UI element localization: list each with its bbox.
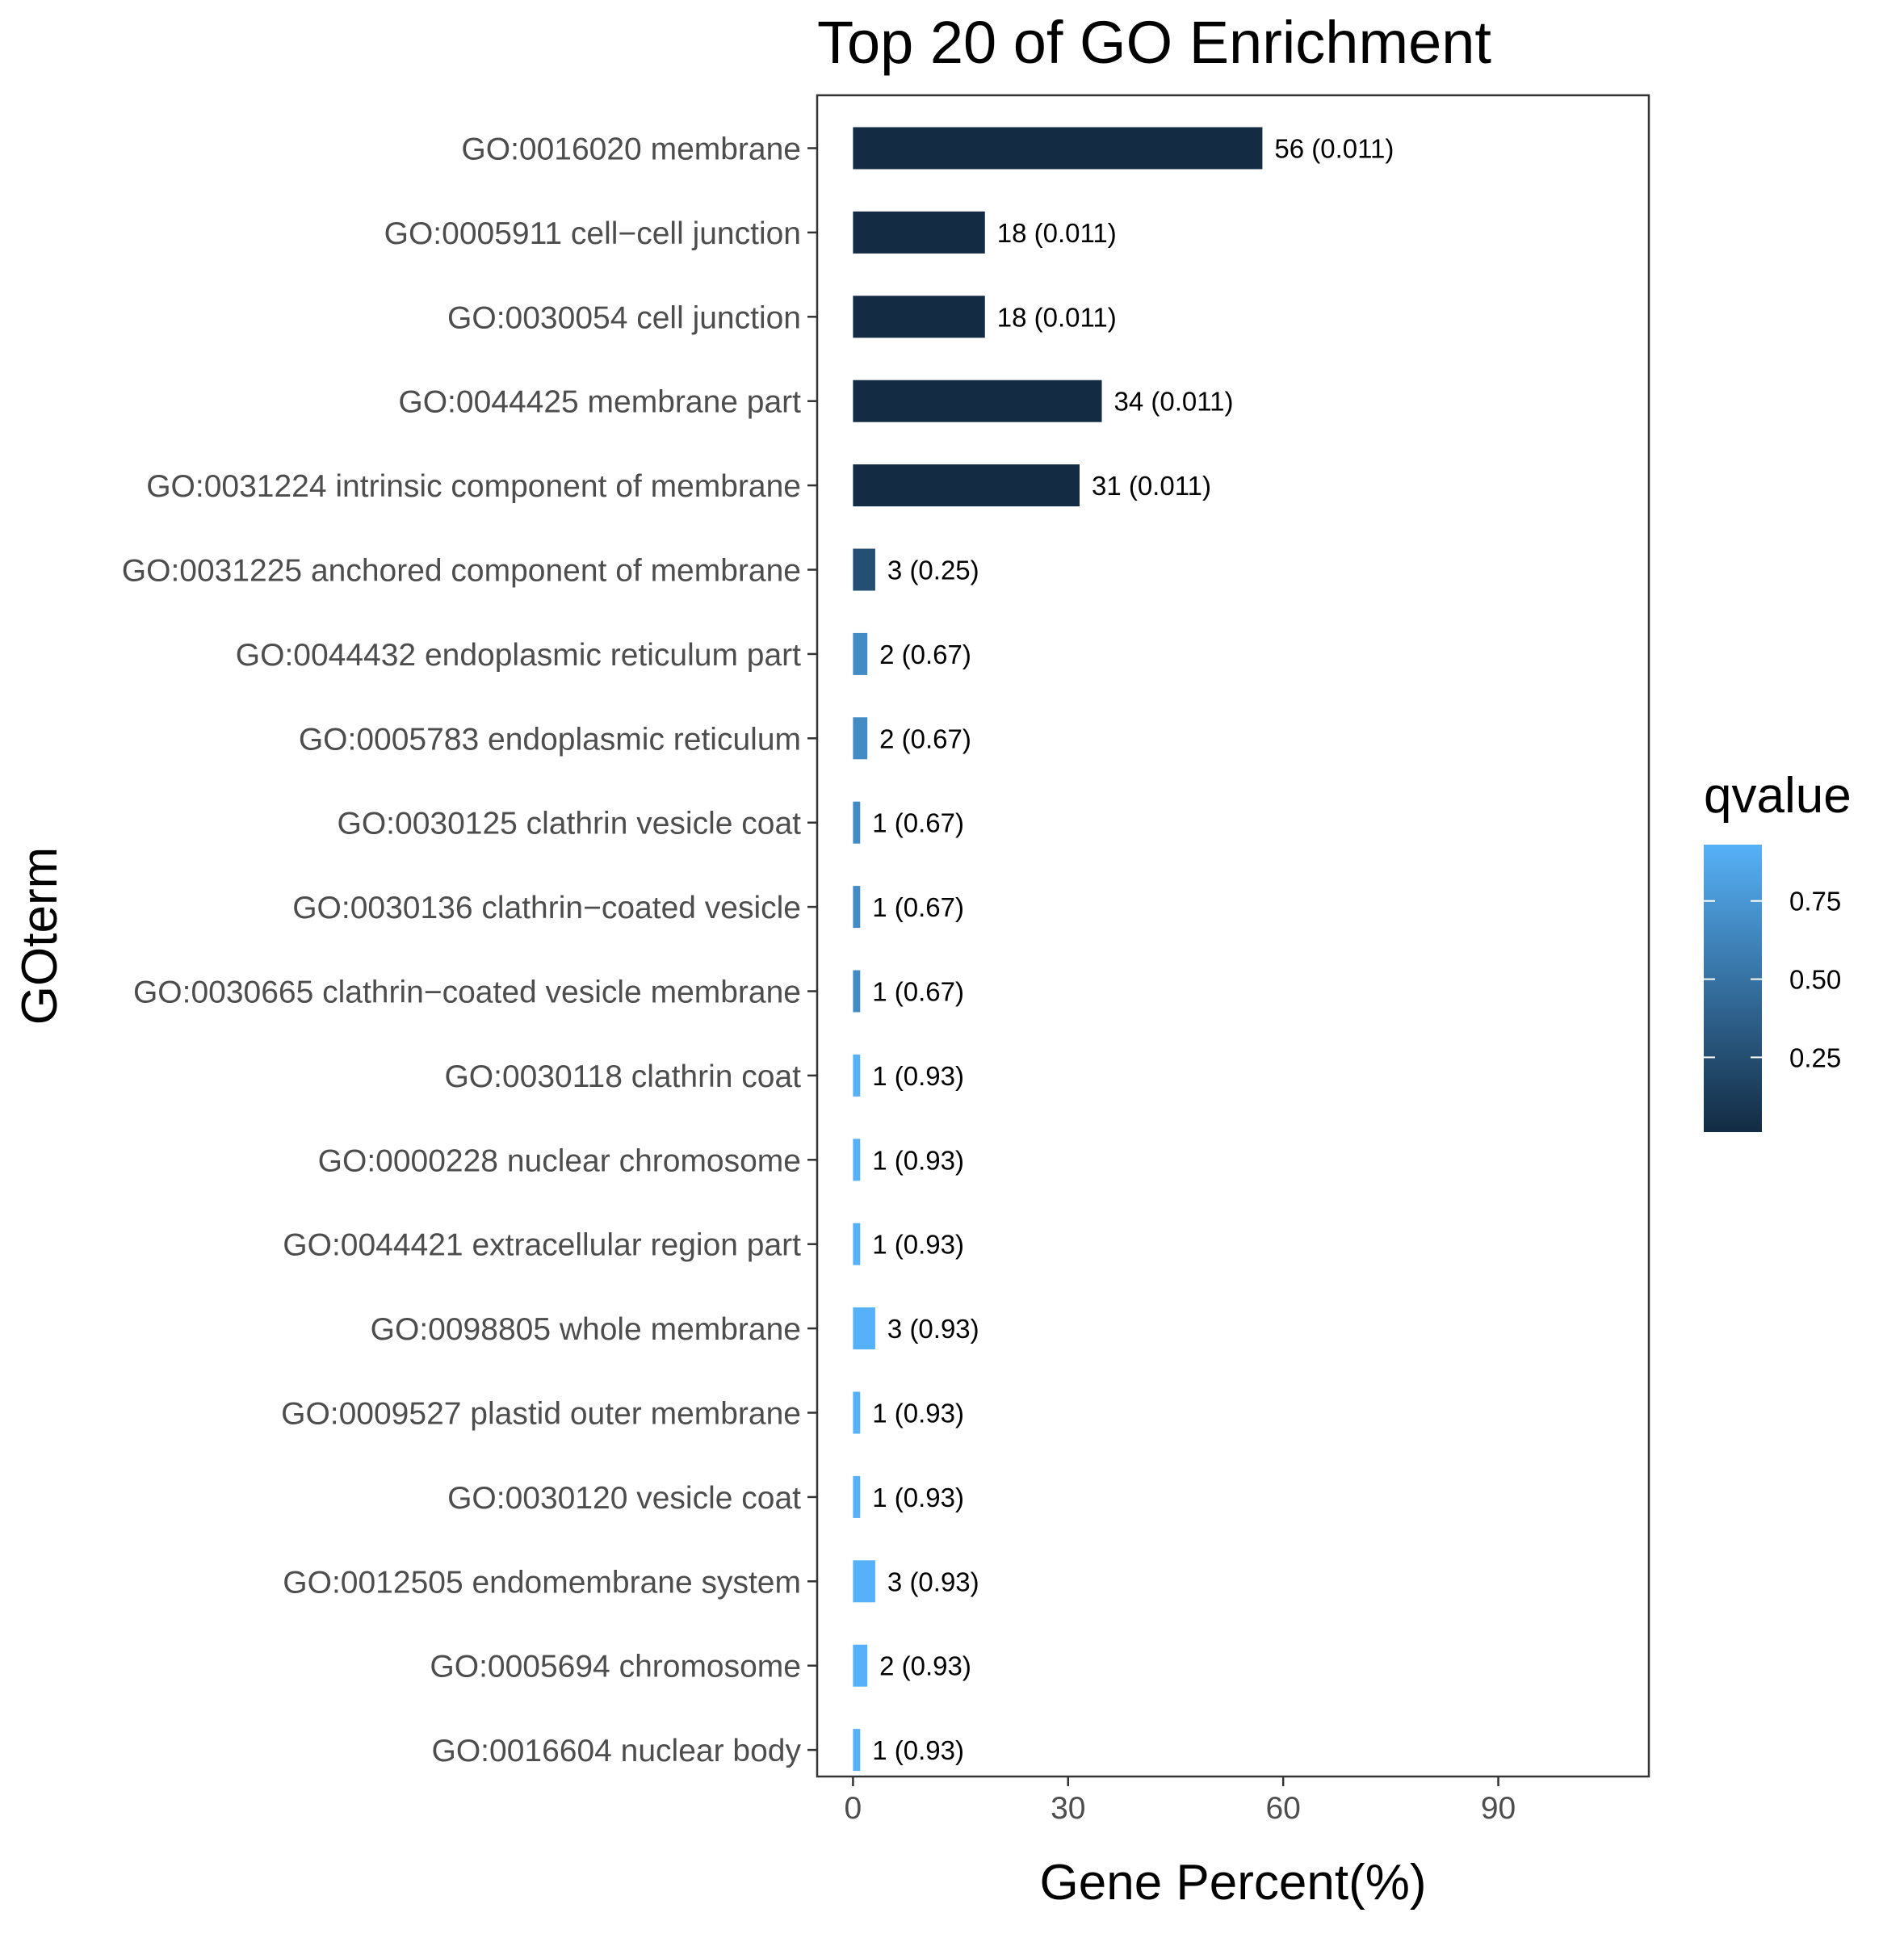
y-tick-label-8: GO:0005783 endoplasmic reticulum bbox=[299, 722, 801, 757]
y-tick-label-9: GO:0030125 clathrin vesicle coat bbox=[338, 807, 802, 841]
y-tick-label-6: GO:0031225 anchored component of membran… bbox=[122, 554, 801, 589]
y-tick-label-16: GO:0009527 plastid outer membrane bbox=[281, 1397, 801, 1432]
bar-20 bbox=[853, 1729, 861, 1772]
y-axis: GO:0016020 membrane GO:0005911 cell−cell … bbox=[122, 132, 817, 1768]
x-tick-label-3: 60 bbox=[1265, 1791, 1300, 1826]
bar-label-15: 3 (0.93) bbox=[887, 1314, 979, 1344]
bars-layer: 56 (0.011) 18 (0.011) 18 (0.011) 34 (0.011)… bbox=[853, 127, 1394, 1772]
bar-18 bbox=[853, 1560, 875, 1603]
y-tick-label-14: GO:0044421 extracellular region part bbox=[283, 1228, 801, 1263]
bar-1 bbox=[853, 127, 1263, 170]
bar-14 bbox=[853, 1223, 861, 1265]
bar-label-19: 2 (0.93) bbox=[879, 1651, 971, 1681]
y-tick-label-7: GO:0044432 endoplasmic reticulum part bbox=[236, 638, 801, 673]
legend-tick-label-3: 0.75 bbox=[1789, 887, 1841, 917]
bar-label-6: 3 (0.25) bbox=[887, 556, 979, 585]
chart-title: Top 20 of GO Enrichment bbox=[817, 9, 1491, 76]
bar-label-3: 18 (0.011) bbox=[997, 302, 1117, 332]
x-tick-label-4: 90 bbox=[1481, 1791, 1516, 1826]
bar-2 bbox=[853, 211, 985, 254]
y-tick-label-18: GO:0012505 endomembrane system bbox=[283, 1565, 801, 1600]
y-tick-label-20: GO:0016604 nuclear body bbox=[432, 1734, 802, 1768]
y-tick-label-5: GO:0031224 intrinsic component of membra… bbox=[146, 469, 801, 504]
bar-label-17: 1 (0.93) bbox=[872, 1483, 964, 1512]
y-tick-label-12: GO:0030118 clathrin coat bbox=[444, 1059, 801, 1094]
bar-label-8: 2 (0.67) bbox=[879, 724, 971, 753]
x-tick-label-2: 30 bbox=[1051, 1791, 1085, 1826]
y-tick-label-13: GO:0000228 nuclear chromosome bbox=[318, 1143, 801, 1178]
bar-16 bbox=[853, 1391, 861, 1434]
qvalue-legend: qvalue 0.25 0.50 0.75 bbox=[1704, 768, 1852, 1132]
bar-8 bbox=[853, 717, 868, 760]
y-tick-label-1: GO:0016020 membrane bbox=[461, 132, 801, 167]
bar-6 bbox=[853, 548, 875, 591]
bar-label-18: 3 (0.93) bbox=[887, 1567, 979, 1596]
y-tick-label-11: GO:0030665 clathrin−coated vesicle membr… bbox=[133, 975, 801, 1010]
bar-label-2: 18 (0.011) bbox=[997, 218, 1117, 248]
y-tick-label-4: GO:0044425 membrane part bbox=[398, 385, 801, 420]
x-tick-label-1: 0 bbox=[845, 1791, 862, 1826]
bar-label-1: 56 (0.011) bbox=[1274, 134, 1394, 164]
bar-label-10: 1 (0.67) bbox=[872, 892, 964, 922]
bar-label-20: 1 (0.93) bbox=[872, 1735, 964, 1765]
bar-label-5: 31 (0.011) bbox=[1092, 471, 1211, 501]
bar-label-12: 1 (0.93) bbox=[872, 1061, 964, 1091]
y-tick-label-3: GO:0030054 cell junction bbox=[447, 300, 801, 335]
bar-12 bbox=[853, 1054, 861, 1097]
bar-4 bbox=[853, 380, 1102, 422]
bar-9 bbox=[853, 801, 861, 844]
legend-tick-label-2: 0.50 bbox=[1789, 965, 1841, 995]
y-tick-label-19: GO:0005694 chromosome bbox=[430, 1650, 801, 1684]
bar-13 bbox=[853, 1139, 861, 1181]
bar-label-9: 1 (0.67) bbox=[872, 808, 964, 838]
bar-label-7: 2 (0.67) bbox=[879, 640, 971, 669]
bar-11 bbox=[853, 970, 861, 1013]
bar-7 bbox=[853, 632, 868, 675]
bar-label-4: 34 (0.011) bbox=[1114, 387, 1234, 417]
y-tick-label-10: GO:0030136 clathrin−coated vesicle bbox=[292, 891, 801, 925]
bar-5 bbox=[853, 464, 1080, 507]
bar-17 bbox=[853, 1475, 861, 1518]
x-axis-title: Gene Percent(%) bbox=[1040, 1855, 1427, 1911]
legend-tick-label-1: 0.25 bbox=[1789, 1042, 1841, 1072]
legend-ticks: 0.25 0.50 0.75 bbox=[1704, 887, 1841, 1072]
y-tick-label-17: GO:0030120 vesicle coat bbox=[447, 1481, 801, 1516]
y-tick-label-2: GO:0005911 cell−cell junction bbox=[384, 216, 801, 251]
legend-title: qvalue bbox=[1704, 768, 1852, 824]
y-tick-label-15: GO:0098805 whole membrane bbox=[371, 1312, 801, 1347]
bar-3 bbox=[853, 296, 985, 338]
plot-panel-border bbox=[816, 94, 1650, 1778]
bar-19 bbox=[853, 1644, 868, 1687]
bar-label-14: 1 (0.93) bbox=[872, 1230, 964, 1260]
x-axis: 0 30 60 90 bbox=[845, 1776, 1516, 1826]
bar-15 bbox=[853, 1307, 875, 1350]
bar-10 bbox=[853, 886, 861, 929]
bar-label-16: 1 (0.93) bbox=[872, 1399, 964, 1428]
bar-label-13: 1 (0.93) bbox=[872, 1145, 964, 1175]
legend-colorbar bbox=[1704, 845, 1762, 1132]
bar-label-11: 1 (0.67) bbox=[872, 977, 964, 1007]
y-axis-title: GOterm bbox=[12, 847, 68, 1025]
